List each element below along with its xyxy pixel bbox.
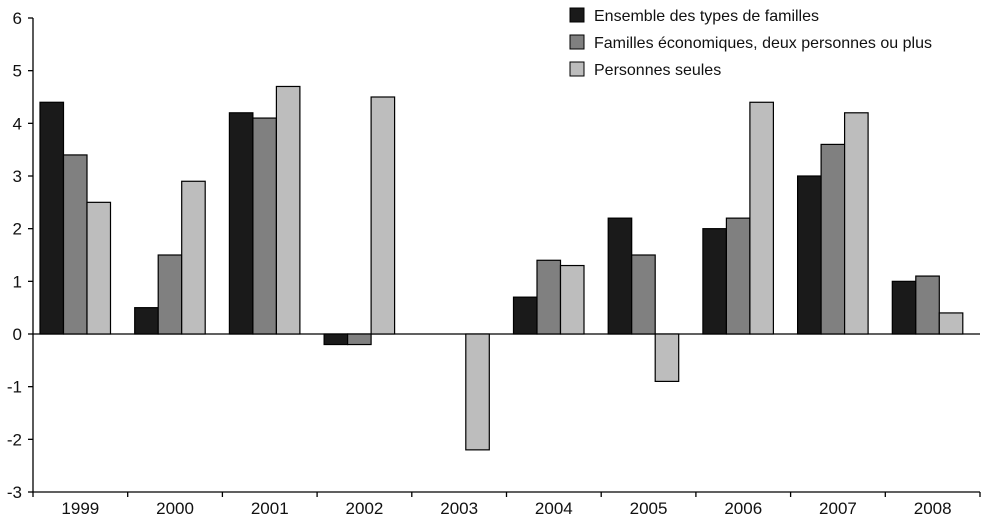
bar-2008-familles-economiques-deux-personnes-ou-plus — [915, 275, 940, 335]
y-tick-label: -3 — [7, 483, 22, 502]
bar-2003-personnes-seules — [465, 333, 490, 451]
bar-2000-familles-economiques-deux-personnes-ou-plus — [157, 254, 183, 335]
x-axis: 1999 2000 2001 2002 2003 2004 2005 2006 2007 2008 — [32, 491, 981, 518]
y-tick-label: 1 — [13, 272, 22, 291]
x-tick-label: 1999 — [61, 499, 99, 518]
bar-2008-personnes-seules — [938, 312, 964, 335]
bar-2005-familles-economiques-deux-personnes-ou-plus — [631, 254, 656, 335]
bar-1999-ensemble-des-types-de-familles — [39, 101, 65, 335]
bar-2007-ensemble-des-types-de-familles — [796, 175, 822, 335]
bar-2000-ensemble-des-types-de-familles — [134, 307, 159, 335]
x-tick-label: 2008 — [914, 499, 952, 518]
bar-1999-personnes-seules — [86, 201, 112, 335]
legend-label-personnes-seules: Personnes seules — [594, 62, 721, 79]
x-tick-label: 2006 — [724, 499, 762, 518]
bar-2006-familles-economiques-deux-personnes-ou-plus — [725, 217, 751, 335]
bar-2006-ensemble-des-types-de-familles — [702, 228, 728, 335]
legend-swatch-ensemble-des-types-de-familles — [569, 7, 585, 23]
y-tick-label: 6 — [13, 9, 22, 28]
x-tick-label: 2003 — [440, 499, 478, 518]
bar-2006-personnes-seules — [749, 101, 775, 335]
y-tick-label: 0 — [13, 325, 22, 344]
y-axis: 6 5 4 3 2 1 0 -1 -2 -3 — [7, 9, 34, 502]
y-tick-label: -2 — [7, 430, 22, 449]
legend: Ensemble des types de familles Familles é… — [569, 7, 932, 79]
bar-2005-personnes-seules — [654, 333, 680, 383]
bar-2000-personnes-seules — [181, 180, 206, 335]
legend-label-ensemble-des-types-de-familles: Ensemble des types de familles — [594, 8, 819, 25]
x-tick-label: 2000 — [156, 499, 194, 518]
bar-2002-familles-economiques-deux-personnes-ou-plus — [347, 333, 372, 346]
x-tick-label: 2001 — [251, 499, 289, 518]
x-tick-label: 2007 — [819, 499, 857, 518]
bar-2002-ensemble-des-types-de-familles — [323, 333, 349, 346]
bar-2004-personnes-seules — [559, 264, 585, 335]
y-tick-label: 2 — [13, 220, 22, 239]
bar-1999-familles-economiques-deux-personnes-ou-plus — [62, 154, 88, 335]
y-tick-label: 3 — [13, 167, 22, 186]
x-tick-label: 2004 — [535, 499, 573, 518]
bar-2004-familles-economiques-deux-personnes-ou-plus — [536, 259, 562, 335]
y-tick-label: 4 — [13, 114, 22, 133]
bar-2004-ensemble-des-types-de-familles — [512, 296, 538, 335]
bar-2007-personnes-seules — [843, 112, 869, 335]
y-tick-label: 5 — [13, 62, 22, 81]
bar-2007-familles-economiques-deux-personnes-ou-plus — [820, 143, 846, 335]
bar-2008-ensemble-des-types-de-familles — [891, 280, 917, 335]
legend-swatch-familles-economiques-deux-personnes-ou-plus — [569, 34, 585, 50]
bar-2001-familles-economiques-deux-personnes-ou-plus — [252, 117, 277, 335]
legend-swatch-personnes-seules — [569, 61, 585, 77]
bar-2001-ensemble-des-types-de-familles — [228, 112, 254, 335]
bars — [33, 85, 980, 451]
bar-2005-ensemble-des-types-de-familles — [607, 217, 633, 335]
bar-2002-personnes-seules — [370, 96, 396, 335]
x-tick-label: 2005 — [630, 499, 668, 518]
x-tick-label: 2002 — [346, 499, 384, 518]
y-tick-label: -1 — [7, 378, 22, 397]
bar-2001-personnes-seules — [275, 85, 301, 335]
legend-label-familles-economiques-deux-personnes-ou-plus: Familles économiques, deux personnes ou … — [594, 35, 932, 52]
